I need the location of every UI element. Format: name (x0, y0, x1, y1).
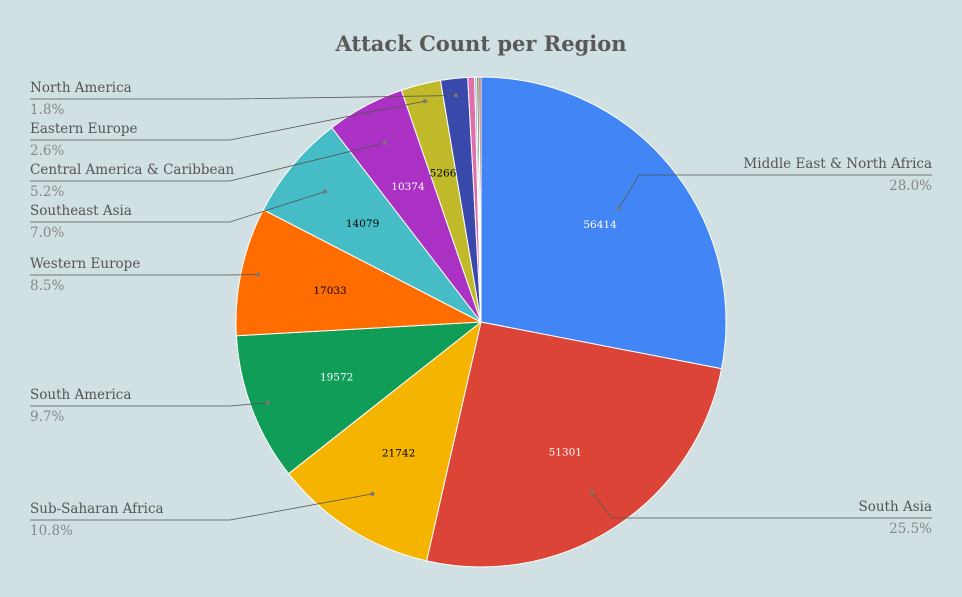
leader-line (591, 492, 932, 519)
slice-value-labels: 56414 51301 21742 19572 17033 14079 10374 5266 (313, 167, 617, 459)
pie-slices (235, 76, 727, 568)
slice-value-label: 56414 (583, 219, 617, 231)
leader-dot (370, 491, 375, 496)
slice-percent: 2.6% (30, 143, 64, 159)
slice-value-label: 10374 (391, 181, 425, 193)
leader-dot (616, 206, 621, 211)
slice-value-label: 19572 (320, 372, 353, 384)
pie-slice (287, 320, 482, 562)
slice-percent: 8.5% (30, 278, 64, 294)
slice-value-label: 51301 (549, 446, 582, 458)
leader-dot (256, 272, 261, 277)
slice-label: Central America & Caribbean (30, 162, 235, 178)
slice-percent: 9.7% (30, 409, 64, 425)
slice-percent: 25.5% (889, 521, 932, 537)
leader-dot (453, 93, 458, 98)
leader-dot (322, 189, 327, 194)
slice-value-label: 5266 (430, 167, 457, 179)
leader-line (30, 100, 426, 141)
leader-line (30, 95, 456, 100)
slice-percent: 7.0% (30, 225, 64, 241)
leader-line (30, 191, 326, 223)
slice-percent: 28.0% (889, 178, 932, 194)
slice-label: Eastern Europe (30, 121, 137, 137)
slice-label: South America (30, 387, 131, 403)
slice-label: Sub-Saharan Africa (30, 501, 164, 517)
pie-slice (235, 209, 483, 337)
pie-slice (478, 76, 482, 323)
leader-line (618, 174, 932, 209)
slice-value-label: 21742 (382, 447, 415, 459)
slice-percent: 10.8% (30, 523, 73, 539)
slice-callout-labels: Middle East & North Africa 28.0% South Asi… (30, 80, 932, 539)
leader-line (30, 402, 268, 407)
slice-label: North America (30, 80, 132, 96)
chart-title: Attack Count per Region (334, 31, 626, 56)
pie-slice (426, 321, 723, 568)
leader-dot (422, 99, 427, 104)
slice-label: Southeast Asia (30, 203, 132, 219)
slice-label: Western Europe (30, 256, 140, 272)
pie-slice (262, 126, 482, 323)
leader-dot (382, 140, 387, 145)
slice-label: South Asia (858, 499, 932, 515)
pie-slice (235, 321, 483, 475)
slice-value-label: 14079 (346, 218, 379, 230)
slice-label: Middle East & North Africa (743, 156, 932, 172)
leader-line (30, 493, 373, 521)
slice-percent: 1.8% (30, 102, 64, 118)
leader-dot (590, 490, 595, 495)
slice-percent: 5.2% (30, 184, 64, 200)
pie-slice (480, 76, 727, 370)
slice-value-label: 17033 (313, 285, 346, 297)
leader-dot (265, 400, 270, 405)
leader-line (30, 142, 385, 182)
